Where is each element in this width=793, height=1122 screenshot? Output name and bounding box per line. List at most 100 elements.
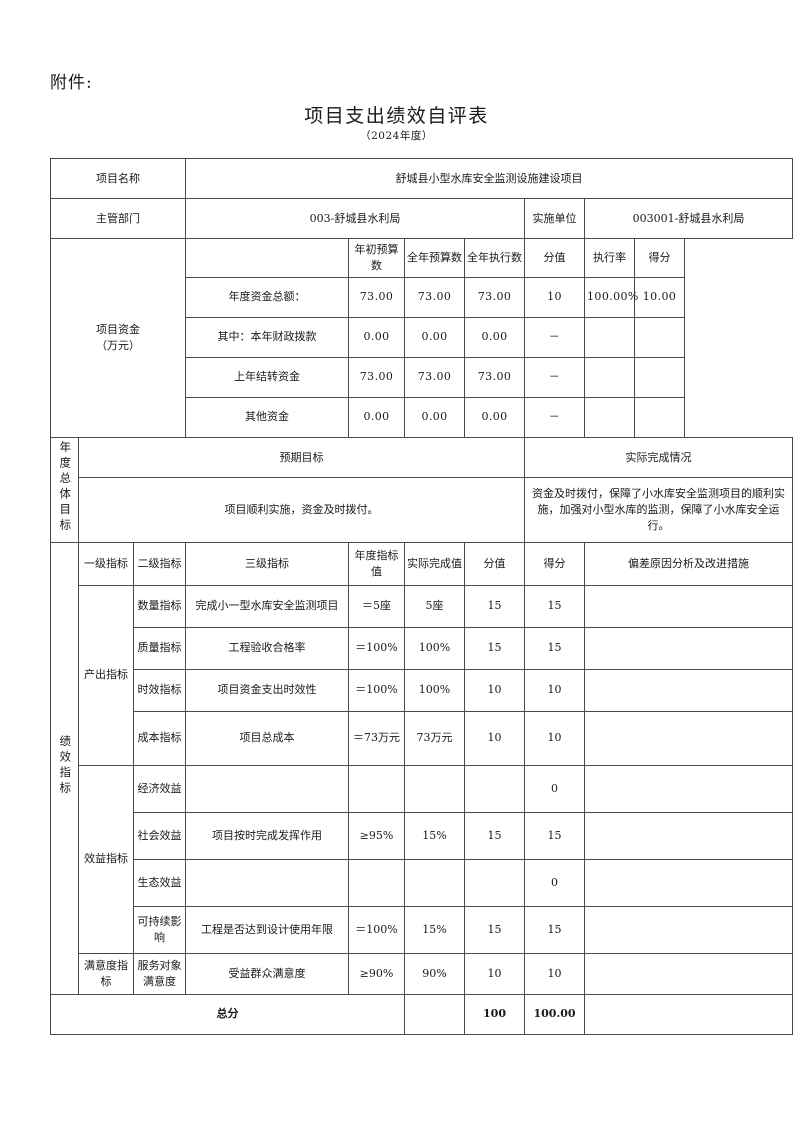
funds-execution-rate [584,356,636,398]
funds-score-value: 10 [524,276,586,318]
level2-label: 生态效益 [132,858,187,907]
total-score: 100.00 [524,993,586,1035]
funds-col-score-value: 分值 [524,238,586,278]
page-subtitle: （2024年度） [360,130,433,142]
annual-goal-side-label: 年度总体目标 [50,436,79,543]
table-row-goal-content: 项目顺利实施，资金及时拨付。 资金及时拨付，保障了小水库安全监测项目的顺利实施，… [51,477,793,543]
table-row-funds-other: 其他资金 0.00 0.00 0.00 － [51,396,793,438]
funds-label-line2: （万元） [96,338,140,352]
table-row-indicator: 社会效益 项目按时完成发挥作用 ≥95% 15% 15 15 [51,811,793,860]
funds-score-value: － [524,396,586,438]
funds-score: 10.00 [634,276,686,318]
funds-execution-rate [584,396,636,438]
level3-label: 受益群众满意度 [185,952,350,995]
annual-target-value: ≥90% [348,952,406,995]
unit-label: 实施单位 [524,198,586,239]
level2-label: 服务对象满意度 [132,952,187,995]
actual-result-text: 资金及时拨付，保障了小水库安全监测项目的顺利实施，加强对小型水库的监测，保障了小… [524,477,793,543]
table-row-funds-total: 年度资金总额： 73.00 73.00 73.00 10 100.00% 10.… [51,276,793,318]
level3-label: 项目总成本 [185,710,350,766]
level3-label: 工程是否达到设计使用年限 [185,905,350,954]
actual-value: 5座 [404,584,466,628]
deviation-note [584,668,793,712]
funds-col-blank [185,238,350,278]
funds-row-name: 其他资金 [185,396,350,438]
score-value: 15 [464,905,526,954]
col-level1: 一级指标 [78,541,134,586]
table-row-indicator: 效益指标 经济效益 0 [51,764,793,954]
funds-row-name: 上年结转资金 [185,356,350,398]
table-row-indicator-header: 绩效指标 一级指标 二级指标 三级指标 年度指标值 实际完成值 分值 得分 偏差… [50,541,793,995]
annual-target-value: ＝100% [348,668,406,712]
level2-label: 数量指标 [132,584,187,628]
table-row-indicator: 生态效益 0 [51,858,793,907]
funds-col-annual-budget: 全年预算数 [404,238,466,278]
funds-col-score: 得分 [634,238,686,278]
funds-initial-budget: 73.00 [348,356,406,398]
col-deviation: 偏差原因分析及改进措施 [584,541,793,586]
actual-value [404,858,466,907]
table-row-funds-carryover: 上年结转资金 73.00 73.00 73.00 － [51,356,793,398]
score: 10 [524,952,586,995]
level3-label: 项目按时完成发挥作用 [185,811,350,860]
score: 15 [524,905,586,954]
score: 0 [524,858,586,907]
performance-evaluation-table: 项目名称 舒城县小型水库安全监测设施建设项目 主管部门 003-舒城县水利局 实… [49,158,793,1035]
project-name-value: 舒城县小型水库安全监测设施建设项目 [185,158,793,199]
funds-initial-budget: 0.00 [348,316,406,358]
score-value: 15 [464,626,526,670]
score-value [464,858,526,907]
funds-score-value: － [524,316,586,358]
col-score-value: 分值 [464,541,526,586]
deviation-note [584,626,793,670]
col-level3: 三级指标 [185,541,350,586]
total-actual [404,993,466,1035]
score: 10 [524,668,586,712]
annual-target-value: ＝73万元 [348,710,406,766]
level3-label [185,764,350,813]
actual-value: 15% [404,905,466,954]
funds-execution-rate [584,316,636,358]
score-value: 10 [464,710,526,766]
score-value [464,764,526,813]
table-row-indicator: 时效指标 项目资金支出时效性 ＝100% 100% 10 10 [51,668,793,712]
annual-target-value [348,858,406,907]
table-row-project-name: 项目名称 舒城县小型水库安全监测设施建设项目 [49,158,793,199]
score-value: 10 [464,668,526,712]
table-row-funds-fiscal: 其中：本年财政拨款 0.00 0.00 0.00 － [51,316,793,358]
col-score: 得分 [524,541,586,586]
department-value: 003-舒城县水利局 [185,198,526,239]
level1-satisfaction: 满意度指标 [78,952,134,995]
funds-annual-executed: 73.00 [464,276,526,318]
level1-output: 产出指标 [78,584,134,766]
funds-score [634,356,686,398]
score: 15 [524,584,586,628]
actual-value: 100% [404,668,466,712]
funds-col-initial-budget: 年初预算数 [348,238,406,278]
actual-result-header: 实际完成情况 [524,436,793,479]
total-score-value: 100 [464,993,526,1035]
annual-target-value [348,764,406,813]
score-value: 15 [464,584,526,628]
department-label: 主管部门 [49,198,187,239]
annual-target-value: ≥95% [348,811,406,860]
table-row-funds-header: 项目资金 （万元） 年初预算数 全年预算数 全年执行数 分值 执行率 得分 [49,238,793,438]
funds-annual-executed: 0.00 [464,316,526,358]
actual-value [404,764,466,813]
actual-value: 15% [404,811,466,860]
table-row-indicator: 成本指标 项目总成本 ＝73万元 73万元 10 10 [51,710,793,766]
level2-label: 时效指标 [132,668,187,712]
level1-benefit: 效益指标 [78,764,134,954]
unit-value: 003001-舒城县水利局 [584,198,793,239]
attachment-label: 附件: [50,73,93,93]
funds-score [634,396,686,438]
funds-annual-budget: 73.00 [404,276,466,318]
deviation-note [584,584,793,628]
funds-annual-budget: 0.00 [404,396,466,438]
funds-initial-budget: 73.00 [348,276,406,318]
table-row-goal-header: 年度总体目标 预期目标 实际完成情况 [50,436,793,543]
expected-goal-text: 项目顺利实施，资金及时拨付。 [77,477,526,543]
funds-annual-budget: 0.00 [404,316,466,358]
level2-label: 社会效益 [132,811,187,860]
